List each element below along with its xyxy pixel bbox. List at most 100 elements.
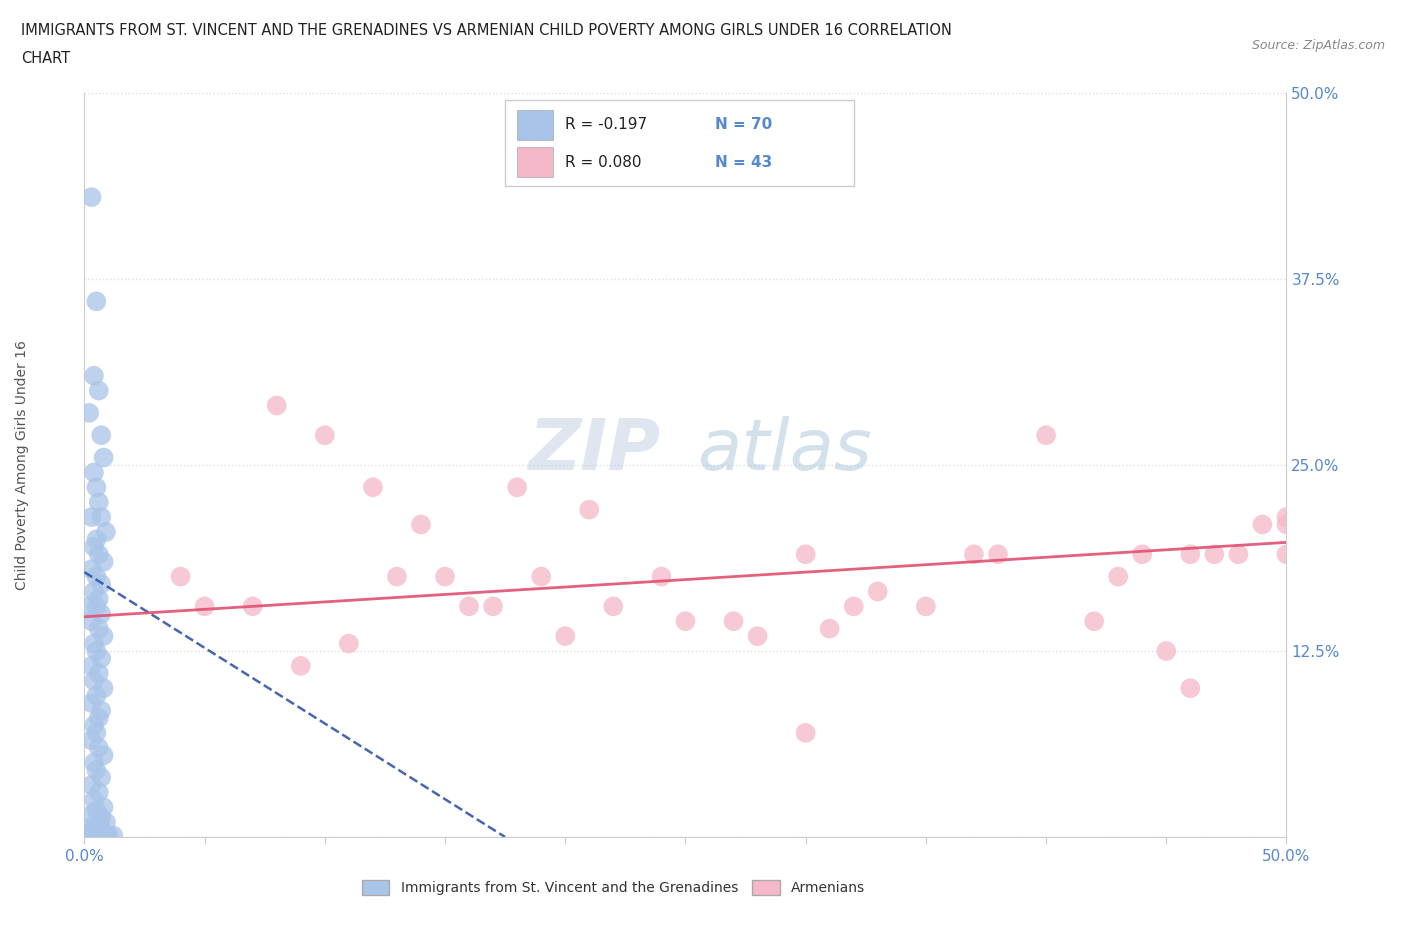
Point: [93, 825, 115, 840]
Point: [94, 828, 117, 843]
Point: [94, 525, 117, 539]
Point: [90, 428, 112, 443]
FancyBboxPatch shape: [517, 110, 553, 140]
Point: [506, 480, 529, 495]
FancyBboxPatch shape: [505, 100, 853, 186]
Point: [723, 614, 745, 629]
Point: [83, 584, 105, 599]
Point: [87, 825, 110, 840]
Point: [1275, 510, 1298, 525]
Point: [90, 827, 112, 842]
Point: [83, 825, 105, 840]
Text: ZIP: ZIP: [529, 416, 661, 485]
Point: [409, 517, 432, 532]
Point: [86, 569, 108, 584]
Text: R = 0.080: R = 0.080: [565, 154, 641, 169]
Point: [866, 584, 889, 599]
Text: N = 70: N = 70: [716, 117, 773, 132]
Point: [83, 465, 105, 480]
Point: [80, 733, 103, 748]
Point: [93, 681, 115, 696]
Point: [90, 703, 112, 718]
Point: [87, 828, 110, 843]
Point: [1204, 547, 1226, 562]
Point: [97, 828, 120, 843]
Point: [93, 629, 115, 644]
Point: [80, 696, 103, 711]
Point: [86, 644, 108, 658]
Point: [83, 755, 105, 770]
Point: [87, 621, 110, 636]
Point: [1180, 681, 1202, 696]
Point: [963, 547, 986, 562]
Point: [87, 547, 110, 562]
Point: [93, 450, 115, 465]
Point: [1227, 547, 1250, 562]
Point: [86, 803, 108, 817]
Point: [86, 599, 108, 614]
Point: [87, 495, 110, 510]
Point: [194, 599, 217, 614]
Point: [87, 711, 110, 725]
Point: [83, 368, 105, 383]
Point: [83, 636, 105, 651]
Point: [77, 405, 100, 420]
Point: [650, 569, 672, 584]
Point: [1275, 517, 1298, 532]
Point: [86, 763, 108, 777]
Point: [86, 820, 108, 835]
Point: [86, 827, 108, 842]
Point: [87, 740, 110, 755]
Point: [86, 532, 108, 547]
Point: [90, 510, 112, 525]
Point: [90, 577, 112, 591]
Y-axis label: Child Poverty Among Girls Under 16: Child Poverty Among Girls Under 16: [15, 340, 28, 590]
Point: [86, 725, 108, 740]
Point: [86, 688, 108, 703]
Point: [1156, 644, 1178, 658]
Point: [83, 817, 105, 832]
Legend: Immigrants from St. Vincent and the Grenadines, Armenians: Immigrants from St. Vincent and the Gren…: [356, 875, 870, 901]
Text: CHART: CHART: [21, 51, 70, 66]
Point: [83, 718, 105, 733]
Point: [80, 777, 103, 792]
Point: [90, 810, 112, 825]
Point: [987, 547, 1010, 562]
Point: [169, 569, 191, 584]
Point: [1275, 547, 1298, 562]
Point: [103, 828, 125, 843]
Point: [434, 569, 457, 584]
Point: [90, 606, 112, 621]
Point: [842, 599, 865, 614]
Text: IMMIGRANTS FROM ST. VINCENT AND THE GRENADINES VS ARMENIAN CHILD POVERTY AMONG G: IMMIGRANTS FROM ST. VINCENT AND THE GREN…: [21, 23, 952, 38]
Point: [818, 621, 841, 636]
Point: [93, 554, 115, 569]
Point: [675, 614, 697, 629]
Point: [90, 822, 112, 837]
Point: [1107, 569, 1129, 584]
Point: [80, 807, 103, 822]
Point: [93, 748, 115, 763]
Point: [602, 599, 624, 614]
Point: [1130, 547, 1153, 562]
Point: [266, 398, 288, 413]
Point: [337, 636, 360, 651]
Point: [87, 591, 110, 606]
Point: [242, 599, 264, 614]
Point: [87, 383, 110, 398]
Point: [86, 294, 108, 309]
Text: N = 43: N = 43: [716, 154, 773, 169]
Point: [80, 658, 103, 673]
Point: [747, 629, 769, 644]
Point: [80, 824, 103, 839]
Point: [94, 815, 117, 830]
Point: [83, 792, 105, 807]
Text: Source: ZipAtlas.com: Source: ZipAtlas.com: [1251, 39, 1385, 52]
Point: [90, 651, 112, 666]
Point: [80, 562, 103, 577]
Point: [314, 428, 336, 443]
Point: [578, 502, 600, 517]
Point: [482, 599, 505, 614]
Point: [1180, 547, 1202, 562]
Text: R = -0.197: R = -0.197: [565, 117, 647, 132]
